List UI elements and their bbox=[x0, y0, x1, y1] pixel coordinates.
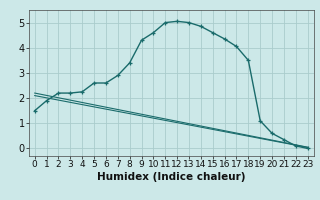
X-axis label: Humidex (Indice chaleur): Humidex (Indice chaleur) bbox=[97, 172, 245, 182]
